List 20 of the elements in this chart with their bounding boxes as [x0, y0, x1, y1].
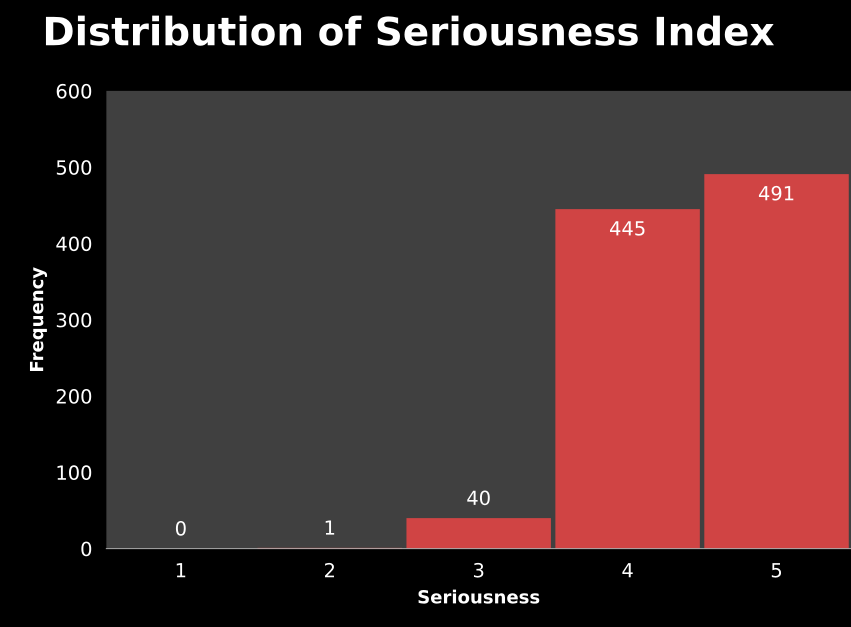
y-tick-label: 400 [56, 236, 92, 252]
data-label: 40 [467, 490, 490, 506]
x-tick-label: 2 [325, 562, 334, 578]
y-tick-label: 300 [56, 312, 92, 328]
chart-title: Distribution of Seriousness Index [46, 16, 774, 46]
data-label: 1 [326, 520, 334, 535]
data-label: 445 [610, 221, 644, 236]
data-label: 491 [758, 186, 794, 201]
data-label: 0 [176, 520, 186, 536]
x-tick-label: 4 [622, 563, 633, 578]
y-tick-label: 600 [56, 84, 92, 99]
x-tick-label: 3 [474, 562, 484, 578]
y-tick-label: 0 [81, 542, 92, 556]
y-axis-title: Frequency [30, 267, 48, 371]
y-tick-label: 100 [58, 465, 92, 480]
y-tick-label: 500 [56, 160, 92, 175]
y-tick-label: 200 [56, 389, 92, 404]
x-axis-title: Seriousness [418, 590, 540, 604]
x-tick-label: 1 [176, 563, 186, 578]
x-tick-label: 5 [772, 563, 782, 578]
